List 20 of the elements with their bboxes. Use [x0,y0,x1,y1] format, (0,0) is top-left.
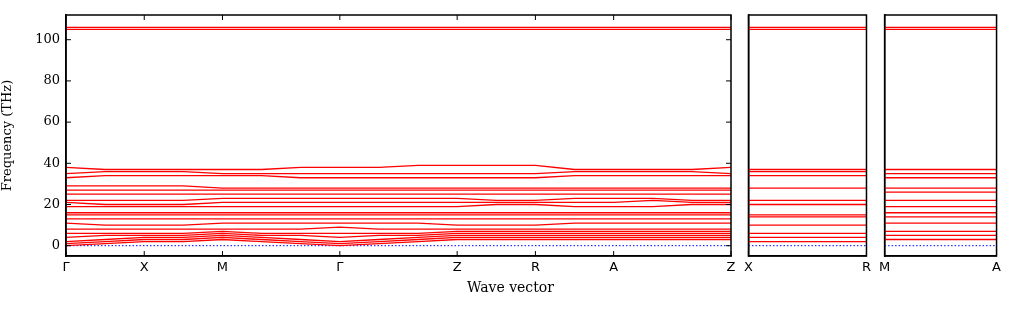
x-tick-label: Z [726,259,736,275]
x-tick-label: M [879,259,891,275]
x-tick-label: X [744,259,753,275]
x-tick-label: A [992,259,1002,275]
x-tick-label: M [216,259,229,275]
y-axis-title: Frequency (THz) [0,79,15,192]
x-tick-label: R [861,259,872,275]
x-tick-label: X [139,259,149,275]
x-tick-label: Z [452,259,462,275]
y-tick-label: 40 [43,154,60,170]
y-tick-label: 100 [35,31,60,47]
y-tick-label: 80 [43,72,60,88]
x-axis-title: Wave vector [466,279,555,295]
x-tick-label: A [609,259,619,275]
x-tick-label: Γ [62,259,71,275]
y-tick-label: 20 [43,195,60,211]
y-tick-label: 0 [51,237,60,253]
y-tick-label: 60 [43,113,60,129]
x-tick-label: Γ [336,259,345,275]
x-tick-label: R [530,259,540,275]
